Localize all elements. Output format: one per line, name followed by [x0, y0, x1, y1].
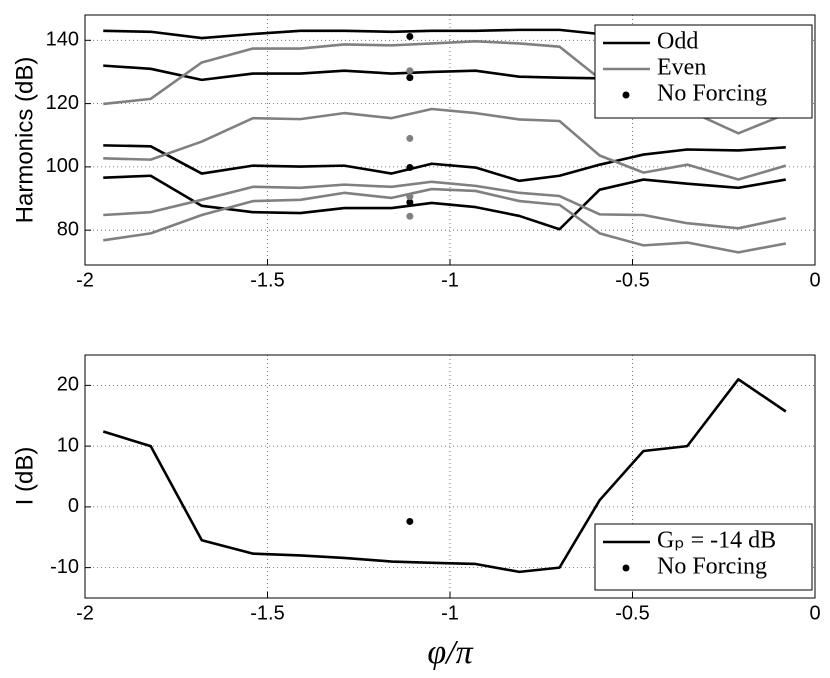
point	[406, 33, 414, 41]
point	[406, 198, 414, 206]
point	[406, 193, 414, 201]
legend-label: Even	[657, 55, 706, 81]
axes-box	[84, 14, 816, 266]
point	[406, 212, 414, 220]
legend-marker	[622, 91, 630, 99]
legend-label: Odd	[657, 29, 698, 55]
x-tick-label: 0	[809, 602, 820, 624]
y-tick-label: -10	[50, 556, 79, 578]
line	[103, 107, 787, 181]
point	[406, 134, 414, 142]
point	[406, 164, 414, 172]
x-tick-label: 0	[809, 269, 820, 291]
y-tick-label: 120	[46, 92, 79, 114]
legend-box	[594, 523, 813, 591]
legend-label: Gₚ = -14 dB	[657, 528, 776, 554]
y-axis-label: Harmonics (dB)	[11, 57, 38, 224]
legend-marker	[622, 564, 630, 572]
y-tick-label: 20	[57, 374, 79, 396]
legend-label: No Forcing	[657, 81, 767, 107]
x-tick-label: -1	[441, 602, 459, 624]
line	[102, 377, 787, 574]
legend-label: No Forcing	[657, 554, 767, 580]
x-tick-label: -1.5	[250, 602, 284, 624]
x-tick-label: -1.5	[250, 269, 284, 291]
y-tick-label: 10	[57, 434, 79, 456]
y-tick-label: 80	[57, 218, 79, 240]
line	[103, 180, 787, 230]
x-tick-label: -0.5	[615, 269, 649, 291]
point	[406, 74, 414, 82]
y-tick-label: 140	[46, 29, 79, 51]
point	[406, 67, 414, 75]
x-tick-label: -2	[76, 602, 94, 624]
y-tick-label: 100	[46, 155, 79, 177]
point	[406, 517, 414, 525]
y-axis-label: I (dB)	[11, 447, 38, 506]
y-tick-label: 0	[68, 495, 79, 517]
legend-box	[594, 24, 813, 119]
x-axis-label: φ/π	[427, 634, 473, 671]
line	[103, 144, 786, 183]
x-tick-label: -0.5	[615, 602, 649, 624]
line	[103, 187, 787, 254]
axes-box	[84, 354, 816, 599]
x-tick-label: -2	[76, 269, 94, 291]
x-tick-label: -1	[441, 269, 459, 291]
